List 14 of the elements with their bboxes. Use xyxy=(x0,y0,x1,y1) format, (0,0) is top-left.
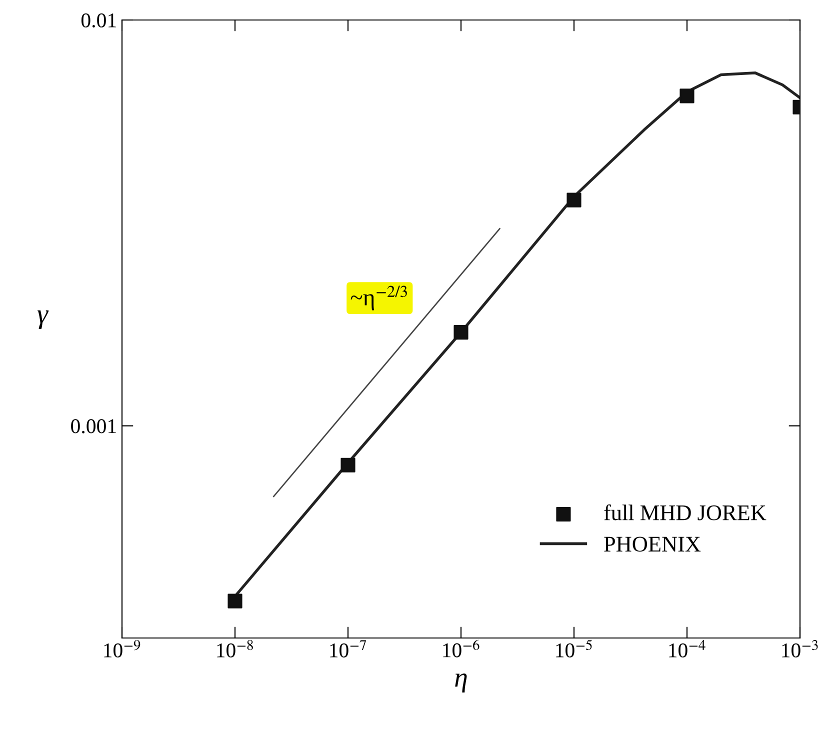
y-tick-label: 0.01 xyxy=(81,13,116,28)
x-tick-label: 10$^{−6}$ xyxy=(443,640,480,658)
y-tick-label: 0.001 xyxy=(71,419,116,434)
annotation: ~η$^{−2/3}$ xyxy=(350,286,407,310)
legend-label: full MHD JOREK xyxy=(604,504,766,520)
x-tick-label: 10$^{−4}$ xyxy=(669,640,706,658)
legend-label: PHOENIX xyxy=(604,536,701,552)
x-tick-label: 10$^{−8}$ xyxy=(217,640,253,658)
y-axis-title: γ xyxy=(38,310,49,329)
x-axis-title: η xyxy=(455,673,467,692)
x-tick-label: 10$^{−7}$ xyxy=(330,640,366,658)
x-tick-label: 10$^{−3}$ xyxy=(782,640,818,658)
x-tick-label: 10$^{−5}$ xyxy=(556,640,592,658)
x-tick-label: 10$^{−9}$ xyxy=(104,640,140,658)
